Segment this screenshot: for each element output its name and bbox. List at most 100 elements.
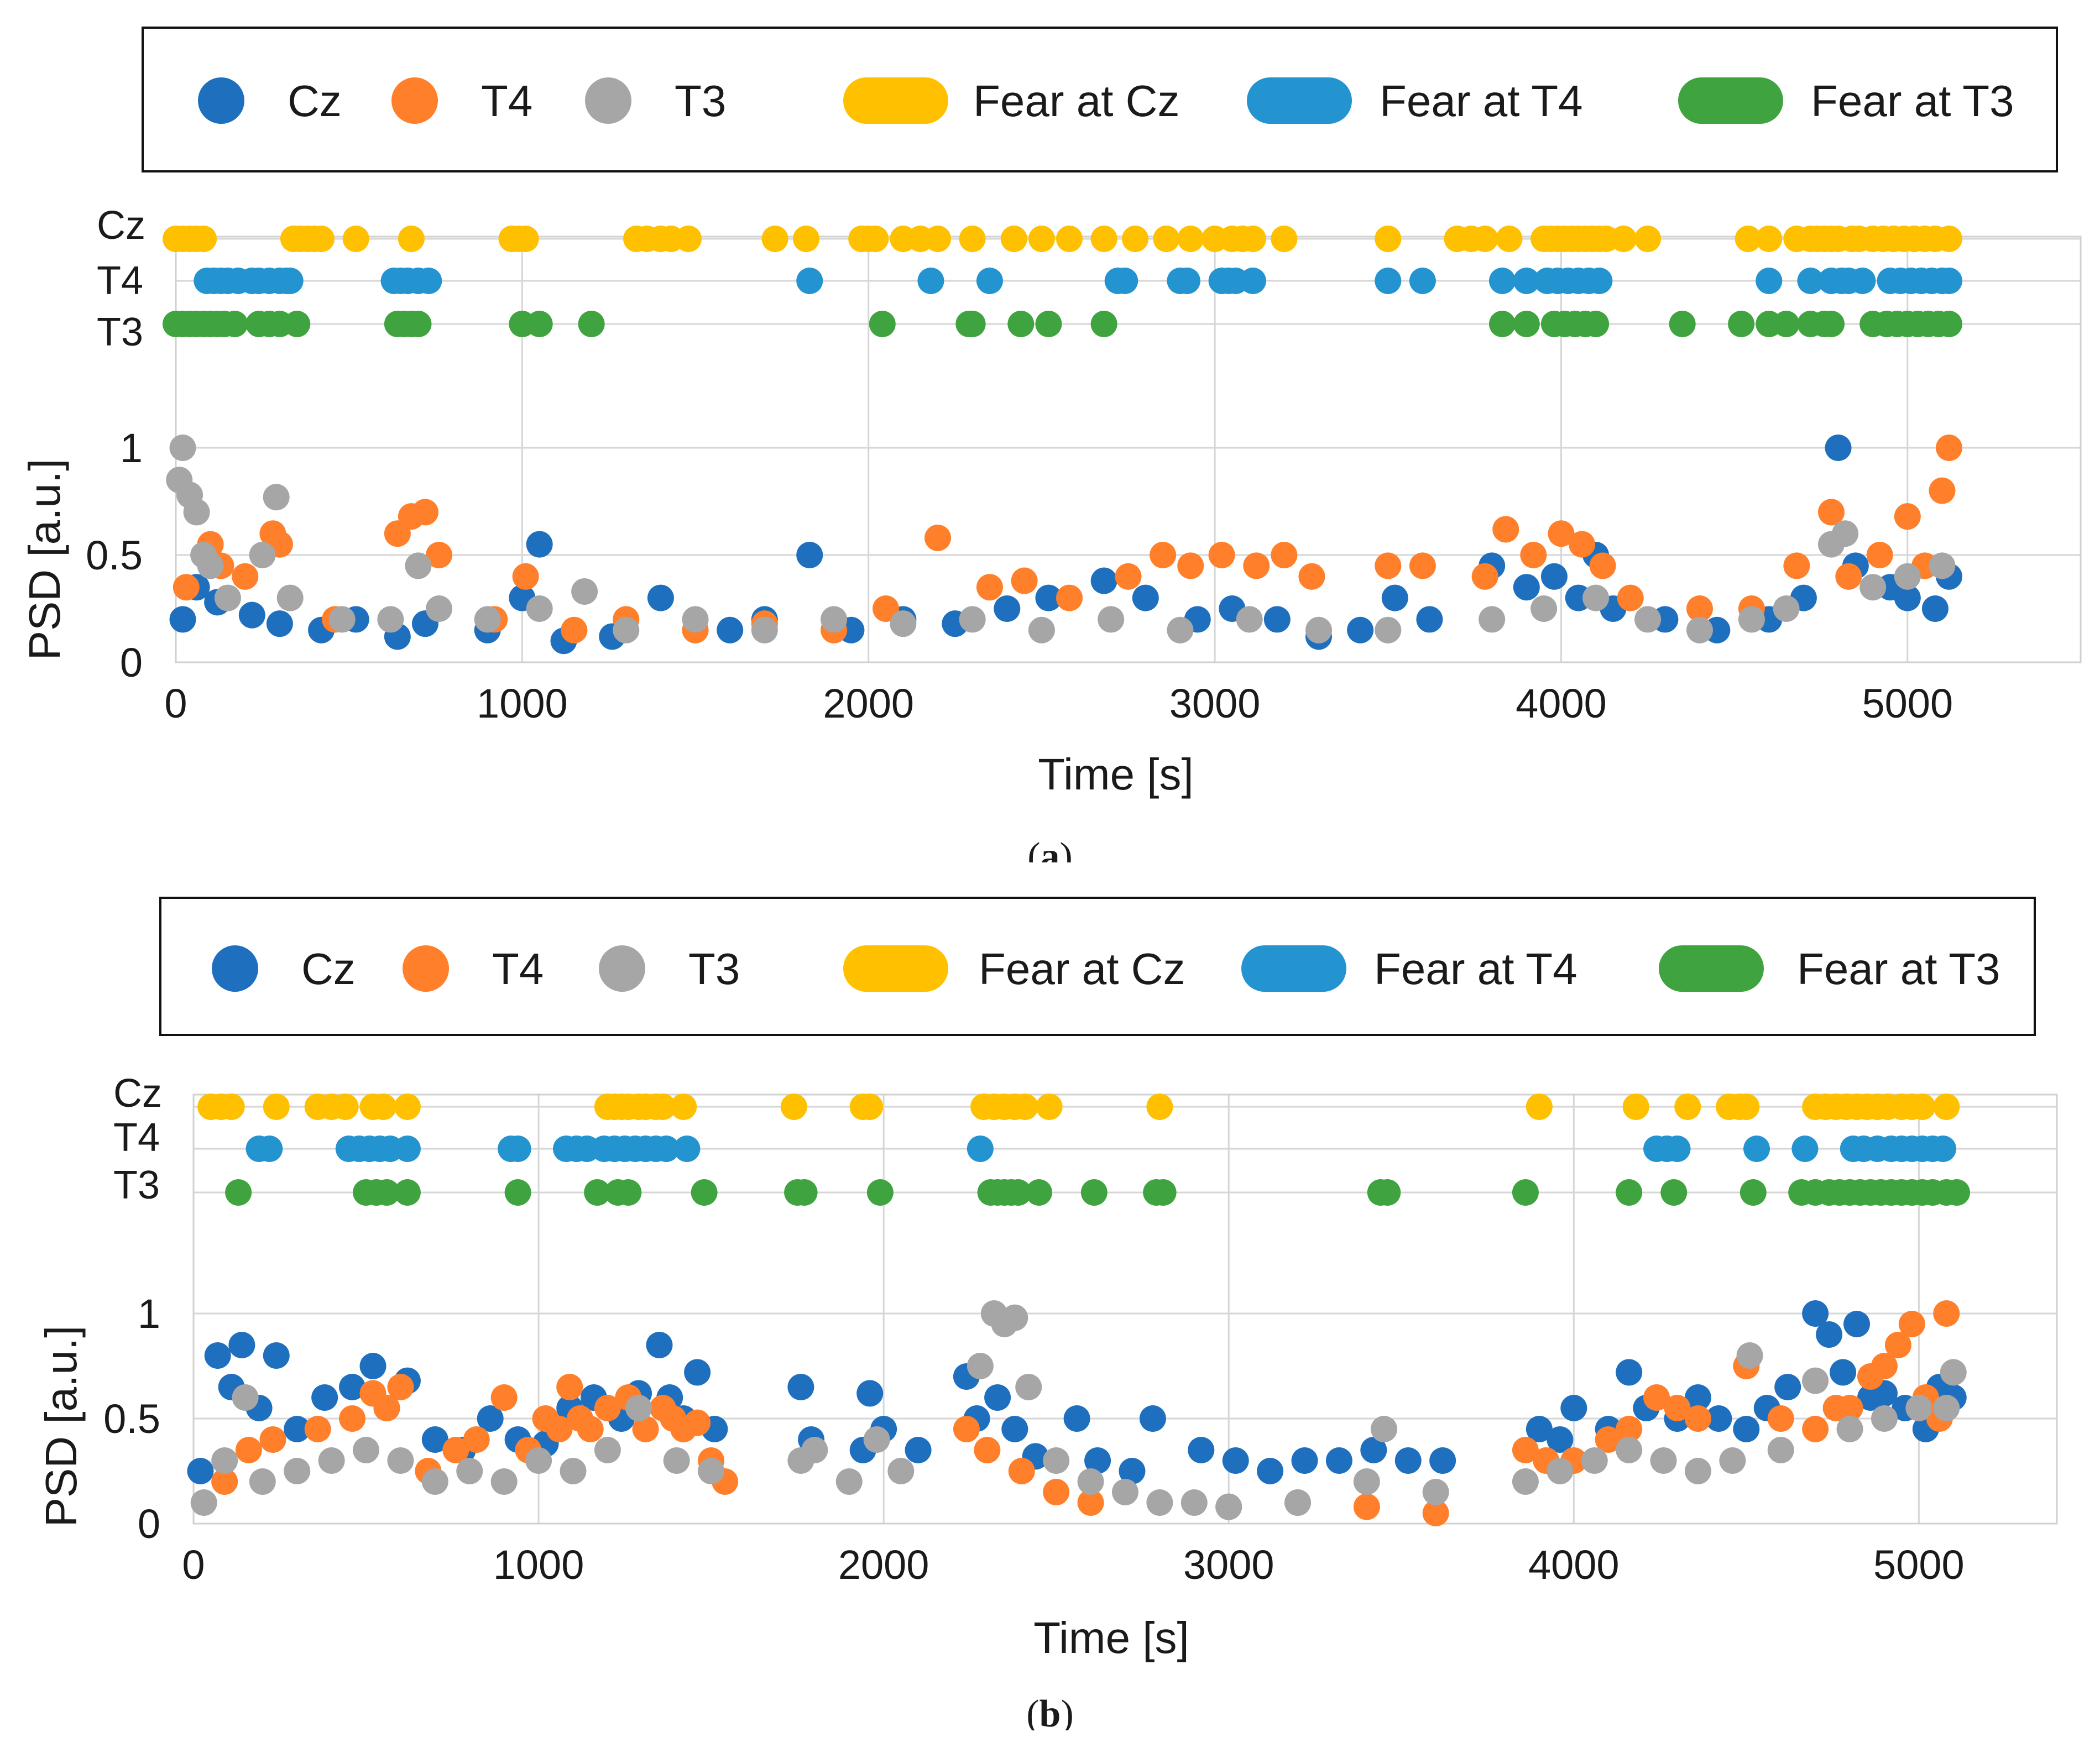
fear-event-marker [1944,1179,1971,1206]
fear-event-markers [163,226,1962,337]
fear-event-marker [1471,226,1498,252]
psd-point-cz [1360,1437,1387,1463]
psd-point-t3 [663,1447,690,1474]
fear-event-marker [1512,1179,1539,1206]
psd-point-cz [1513,574,1540,601]
psd-point-cz [284,1416,311,1442]
psd-point-cz [266,610,293,637]
psd-point-t4 [1422,1500,1449,1526]
caption-open-paren: ( [1026,1693,1039,1730]
fear-event-marker [1036,1093,1063,1120]
psd-point-cz [1526,1416,1553,1442]
fear-event-marker [1526,1093,1553,1120]
legend-label-t4: T4 [492,944,544,993]
psd-point-t3 [751,616,778,643]
psd-point-t4 [1836,1395,1863,1421]
psd-point-t4 [1871,1353,1898,1379]
psd-point-cz [1222,1447,1249,1474]
psd-point-t4 [1008,1458,1035,1484]
fear-event-marker [761,226,788,252]
psd-point-cz [1733,1416,1760,1442]
fear-event-marker [1728,311,1755,337]
psd-point-cz [228,1332,255,1358]
fear-event-marker [1375,268,1402,294]
psd-scatter-points [166,435,1962,655]
psd-point-cz [1001,1416,1028,1442]
fear-event-marker [1849,268,1876,294]
fear-event-marker [1739,1179,1767,1206]
psd-point-t3 [353,1437,380,1463]
psd-point-t3 [625,1395,652,1421]
fear-event-marker [284,311,311,337]
psd-point-t4 [1548,520,1575,547]
fear-event-marker [405,311,432,337]
legend-marker-fear-at-t4 [1247,77,1352,124]
fear-row-label-t3: T3 [97,310,143,354]
x-tick-label-4000: 4000 [1516,681,1607,726]
psd-point-t4 [594,1395,621,1421]
psd-point-t4 [976,574,1003,601]
caption-close-paren: ) [1060,835,1073,862]
legend-marker-fear-at-t4 [1241,945,1346,992]
fear-event-marker [670,1093,697,1120]
psd-point-cz [1291,1447,1318,1474]
psd-point-t3 [560,1458,587,1484]
y-tick-label-0-5: 0.5 [86,532,143,578]
psd-point-cz [1560,1395,1587,1421]
y-axis-title: PSD [a.u.] [20,459,69,661]
psd-point-cz [1894,584,1921,611]
fear-event-marker [276,268,304,294]
x-tick-label-2000: 2000 [823,681,914,726]
axis-ticks: 0 1000 2000 3000 4000 5000 0 0.5 1 [86,425,1953,726]
fear-event-marker [1177,226,1204,252]
psd-point-t3 [263,484,290,511]
legend-item-fear-at-t3: Fear at T3 [1659,944,2000,993]
psd-point-cz [1257,1458,1284,1484]
psd-point-cz [1394,1447,1422,1474]
fear-event-marker [1773,311,1800,337]
fear-event-marker [1930,1136,1957,1162]
fear-event-marker [1409,268,1436,294]
psd-point-t3 [387,1447,414,1474]
psd-point-t3 [887,1458,915,1484]
psd-point-t3 [1112,1479,1138,1505]
psd-point-t4 [1783,552,1810,579]
fear-event-marker [917,268,944,294]
psd-point-cz [1063,1405,1090,1432]
psd-point-t3 [377,606,404,633]
fear-event-marker [1743,1136,1770,1162]
psd-point-cz [187,1458,214,1484]
fear-event-marker [1634,226,1662,252]
psd-point-t3 [1530,595,1558,622]
legend-marker-t4 [403,945,449,992]
legend-label-fear-at-t4: Fear at T4 [1374,944,1577,993]
legend-marker-fear-at-cz [843,945,948,992]
panel-caption: (a) [1027,835,1073,862]
fear-event-marker [1935,268,1962,294]
psd-point-cz [994,595,1021,622]
fear-event-marker [370,1093,397,1120]
legend-label-cz: Cz [301,944,356,993]
psd-point-t3 [249,542,276,568]
psd-point-t3 [183,499,210,526]
fear-event-marker [1239,226,1266,252]
legend-item-t4: T4 [403,944,544,993]
psd-point-t4 [1271,542,1298,568]
psd-point-cz [684,1359,711,1386]
psd-point-t3 [890,610,917,637]
psd-point-t4 [1835,563,1862,590]
psd-point-t3 [1180,1489,1208,1516]
legend-item-cz: Cz [198,76,342,125]
psd-point-cz [787,1374,814,1400]
legend-marker-t3 [585,77,631,124]
psd-point-t3 [1616,1437,1643,1463]
legend-marker-fear-at-cz [843,77,948,124]
fear-row-labels: Cz T4 T3 [113,1071,162,1207]
legend-item-t3: T3 [599,944,740,993]
psd-point-t4 [387,1374,414,1400]
psd-point-t4 [873,595,900,622]
x-tick-label-0: 0 [182,1542,205,1588]
fear-row-label-t4: T4 [97,259,143,303]
fear-row-label-t3: T3 [113,1163,160,1207]
psd-point-t4 [1818,499,1845,526]
